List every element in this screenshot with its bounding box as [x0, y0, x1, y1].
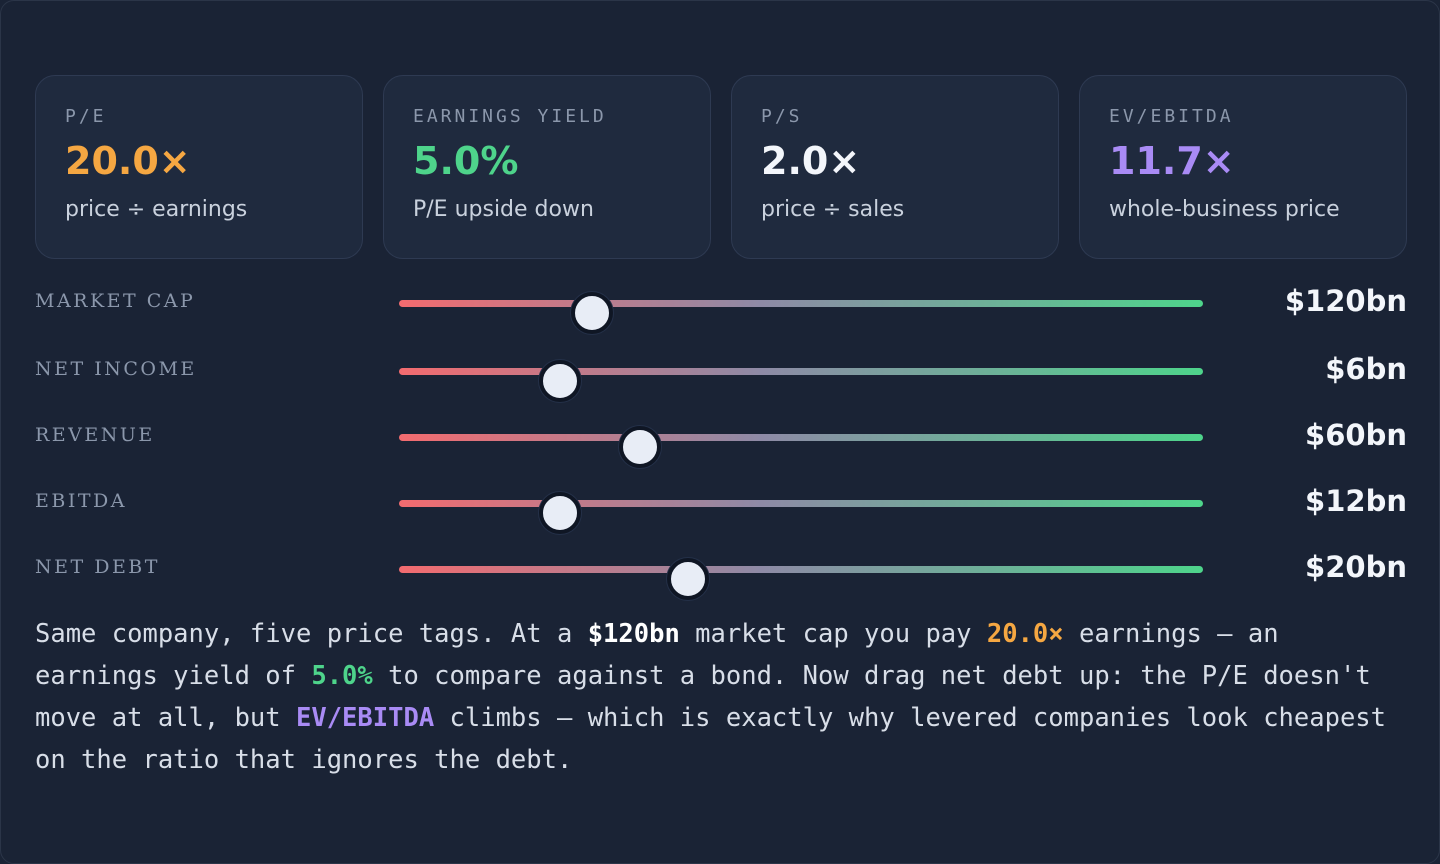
- highlight-pe: 20.0×: [986, 619, 1064, 649]
- slider-label: MARKET CAP: [35, 290, 196, 312]
- slider-label: EBITDA: [35, 490, 127, 512]
- metric-card-ev-ebitda: EV/EBITDA 11.7× whole-business price: [1079, 75, 1407, 259]
- metric-value: 11.7×: [1109, 139, 1235, 183]
- metric-card-pe: P/E 20.0× price ÷ earnings: [35, 75, 363, 259]
- metric-description: whole-business price: [1109, 197, 1340, 222]
- explanation-text: Same company, five price tags. At a $120…: [35, 613, 1415, 781]
- slider-label: NET DEBT: [35, 556, 160, 578]
- explanation-part: market cap you pay: [679, 619, 987, 649]
- metric-card-earnings-yield: EARNINGS YIELD 5.0% P/E upside down: [383, 75, 711, 259]
- metric-value: 20.0×: [65, 139, 191, 183]
- highlight-earnings-yield: 5.0%: [311, 661, 373, 691]
- explanation-part: climbs — which is exactly why levered co…: [35, 703, 1387, 775]
- metric-description: P/E upside down: [413, 197, 594, 222]
- slider-value: $60bn: [1305, 418, 1407, 452]
- metric-label: P/E: [65, 106, 107, 127]
- slider-value: $12bn: [1305, 484, 1407, 518]
- slider-label: NET INCOME: [35, 358, 197, 380]
- slider-thumb[interactable]: [538, 360, 581, 402]
- highlight-market-cap: $120bn: [587, 619, 680, 649]
- ebitda-slider[interactable]: [399, 492, 1203, 534]
- slider-thumb[interactable]: [667, 558, 710, 600]
- market-cap-slider[interactable]: [399, 292, 1203, 334]
- slider-value: $20bn: [1305, 550, 1407, 584]
- slider-row-ebitda: EBITDA $12bn: [35, 484, 1407, 534]
- explanation-part: earnings — an earnings yield of: [35, 619, 1279, 691]
- slider-row-market-cap: MARKET CAP $120bn: [35, 284, 1407, 334]
- highlight-ev-ebitda: EV/EBITDA: [296, 703, 435, 733]
- net-income-slider[interactable]: [399, 360, 1203, 402]
- slider-row-revenue: REVENUE $60bn: [35, 418, 1407, 468]
- metric-card-ps: P/S 2.0× price ÷ sales: [731, 75, 1059, 259]
- metric-description: price ÷ earnings: [65, 197, 248, 222]
- metric-label: EARNINGS YIELD: [413, 106, 607, 127]
- metric-value: 2.0×: [761, 139, 861, 183]
- net-debt-slider[interactable]: [399, 558, 1203, 600]
- explanation-part: Same company, five price tags. At a: [35, 619, 588, 649]
- revenue-slider[interactable]: [399, 426, 1203, 468]
- slider-thumb[interactable]: [619, 426, 662, 468]
- explanation-part: to compare against a bond. Now drag net …: [35, 661, 1371, 733]
- metric-label: P/S: [761, 106, 803, 127]
- slider-row-net-income: NET INCOME $6bn: [35, 352, 1407, 402]
- metric-value: 5.0%: [413, 139, 519, 183]
- metric-label: EV/EBITDA: [1109, 106, 1234, 127]
- slider-thumb[interactable]: [570, 292, 613, 334]
- slider-value: $6bn: [1325, 352, 1407, 386]
- slider-thumb[interactable]: [538, 492, 581, 534]
- slider-label: REVENUE: [35, 424, 155, 446]
- slider-row-net-debt: NET DEBT $20bn: [35, 550, 1407, 600]
- slider-value: $120bn: [1284, 284, 1407, 318]
- metric-description: price ÷ sales: [761, 197, 905, 222]
- metric-cards: P/E 20.0× price ÷ earnings EARNINGS YIEL…: [35, 75, 1407, 259]
